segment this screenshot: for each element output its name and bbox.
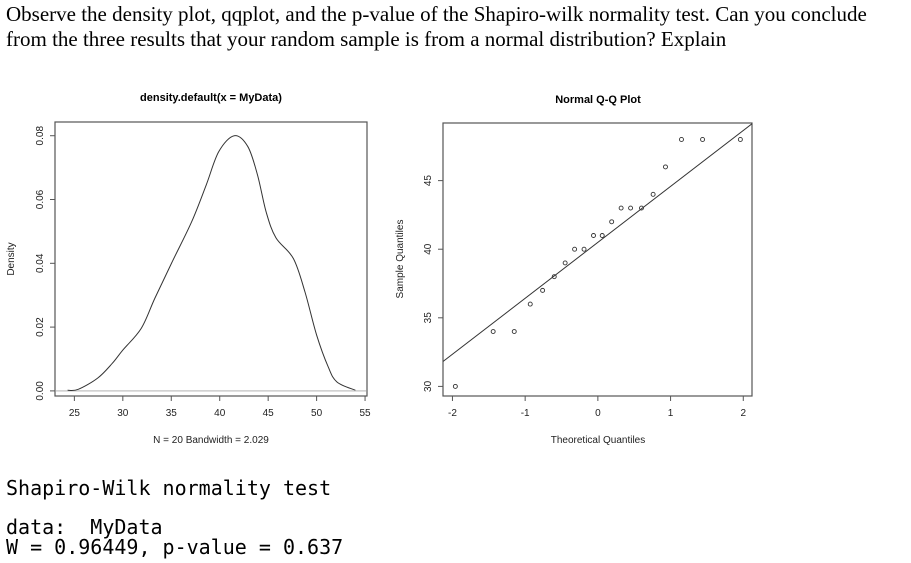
density-y-tick-label: 0.00 <box>35 381 46 401</box>
density-x-tick-label: 55 <box>359 408 371 419</box>
qq-point <box>663 164 668 170</box>
qq-point <box>527 301 533 307</box>
qq-point <box>628 205 634 211</box>
qq-point <box>591 233 596 238</box>
density-y-tick-label: 0.04 <box>35 253 46 273</box>
density-ylabel: Density <box>6 242 17 275</box>
qq-y-tick-label: 45 <box>423 175 434 187</box>
qq-point <box>639 205 644 211</box>
density-x-tick-label: 25 <box>69 408 81 419</box>
qq-y-tick-label: 35 <box>423 312 434 324</box>
qq-point <box>511 329 517 334</box>
qq-plot: Normal Q-Q Plot Theoretical Quantiles Sa… <box>395 94 753 446</box>
qq-point <box>540 287 546 293</box>
qq-point <box>609 219 615 225</box>
density-title: density.default(x = MyData) <box>140 92 282 104</box>
qq-y-tick-label: 30 <box>423 380 434 392</box>
density-x-tick-label: 40 <box>214 408 226 419</box>
qq-point <box>562 260 568 266</box>
qq-ylabel: Sample Quantiles <box>395 220 406 299</box>
qq-point <box>618 205 624 211</box>
qq-point <box>581 246 587 252</box>
density-x-tick-label: 35 <box>166 408 178 419</box>
qq-x-tick-label: 0 <box>595 408 601 419</box>
qq-point <box>490 329 496 334</box>
question-line-1: Observe the density plot, qqplot, and th… <box>6 2 867 26</box>
qq-point <box>572 246 578 252</box>
density-plot: density.default(x = MyData) N = 20 Bandw… <box>6 92 371 446</box>
question-text: Observe the density plot, qqplot, and th… <box>6 2 911 52</box>
qq-x-tick-label: 2 <box>740 408 746 419</box>
density-plot-frame <box>54 121 368 397</box>
density-xlabel: N = 20 Bandwidth = 2.029 <box>153 435 269 446</box>
qq-title: Normal Q-Q Plot <box>555 94 641 106</box>
density-curve <box>67 135 356 391</box>
plots-figure: density.default(x = MyData) N = 20 Bandw… <box>6 92 753 446</box>
qq-x-tick-label: -1 <box>521 408 530 419</box>
qq-point <box>737 137 743 142</box>
qq-x-tick-label: 1 <box>668 408 674 419</box>
qq-point <box>452 383 458 389</box>
qq-plot-frame <box>442 122 753 397</box>
qq-point <box>599 233 605 238</box>
density-y-tick-label: 0.02 <box>35 317 46 337</box>
qq-xlabel: Theoretical Quantiles <box>551 435 646 446</box>
density-y-tick-label: 0.06 <box>35 189 46 209</box>
qq-y-tick-label: 40 <box>423 243 434 255</box>
density-y-tick-label: 0.08 <box>35 126 46 146</box>
question-line-2: from the three results that your random … <box>6 27 727 51</box>
qq-point <box>650 191 656 197</box>
density-x-tick-label: 30 <box>117 408 129 419</box>
test-result-line: W = 0.96449, p-value = 0.637 <box>6 535 344 559</box>
test-data-line: data: MyData <box>6 515 163 539</box>
qq-reference-line <box>443 123 752 362</box>
density-x-tick-label: 50 <box>311 408 323 419</box>
qq-point <box>700 137 706 142</box>
density-x-tick-label: 45 <box>263 408 275 419</box>
qq-point <box>679 137 684 142</box>
qq-point <box>551 274 557 280</box>
test-heading: Shapiro-Wilk normality test <box>6 476 332 500</box>
qq-x-tick-label: -2 <box>448 408 457 419</box>
